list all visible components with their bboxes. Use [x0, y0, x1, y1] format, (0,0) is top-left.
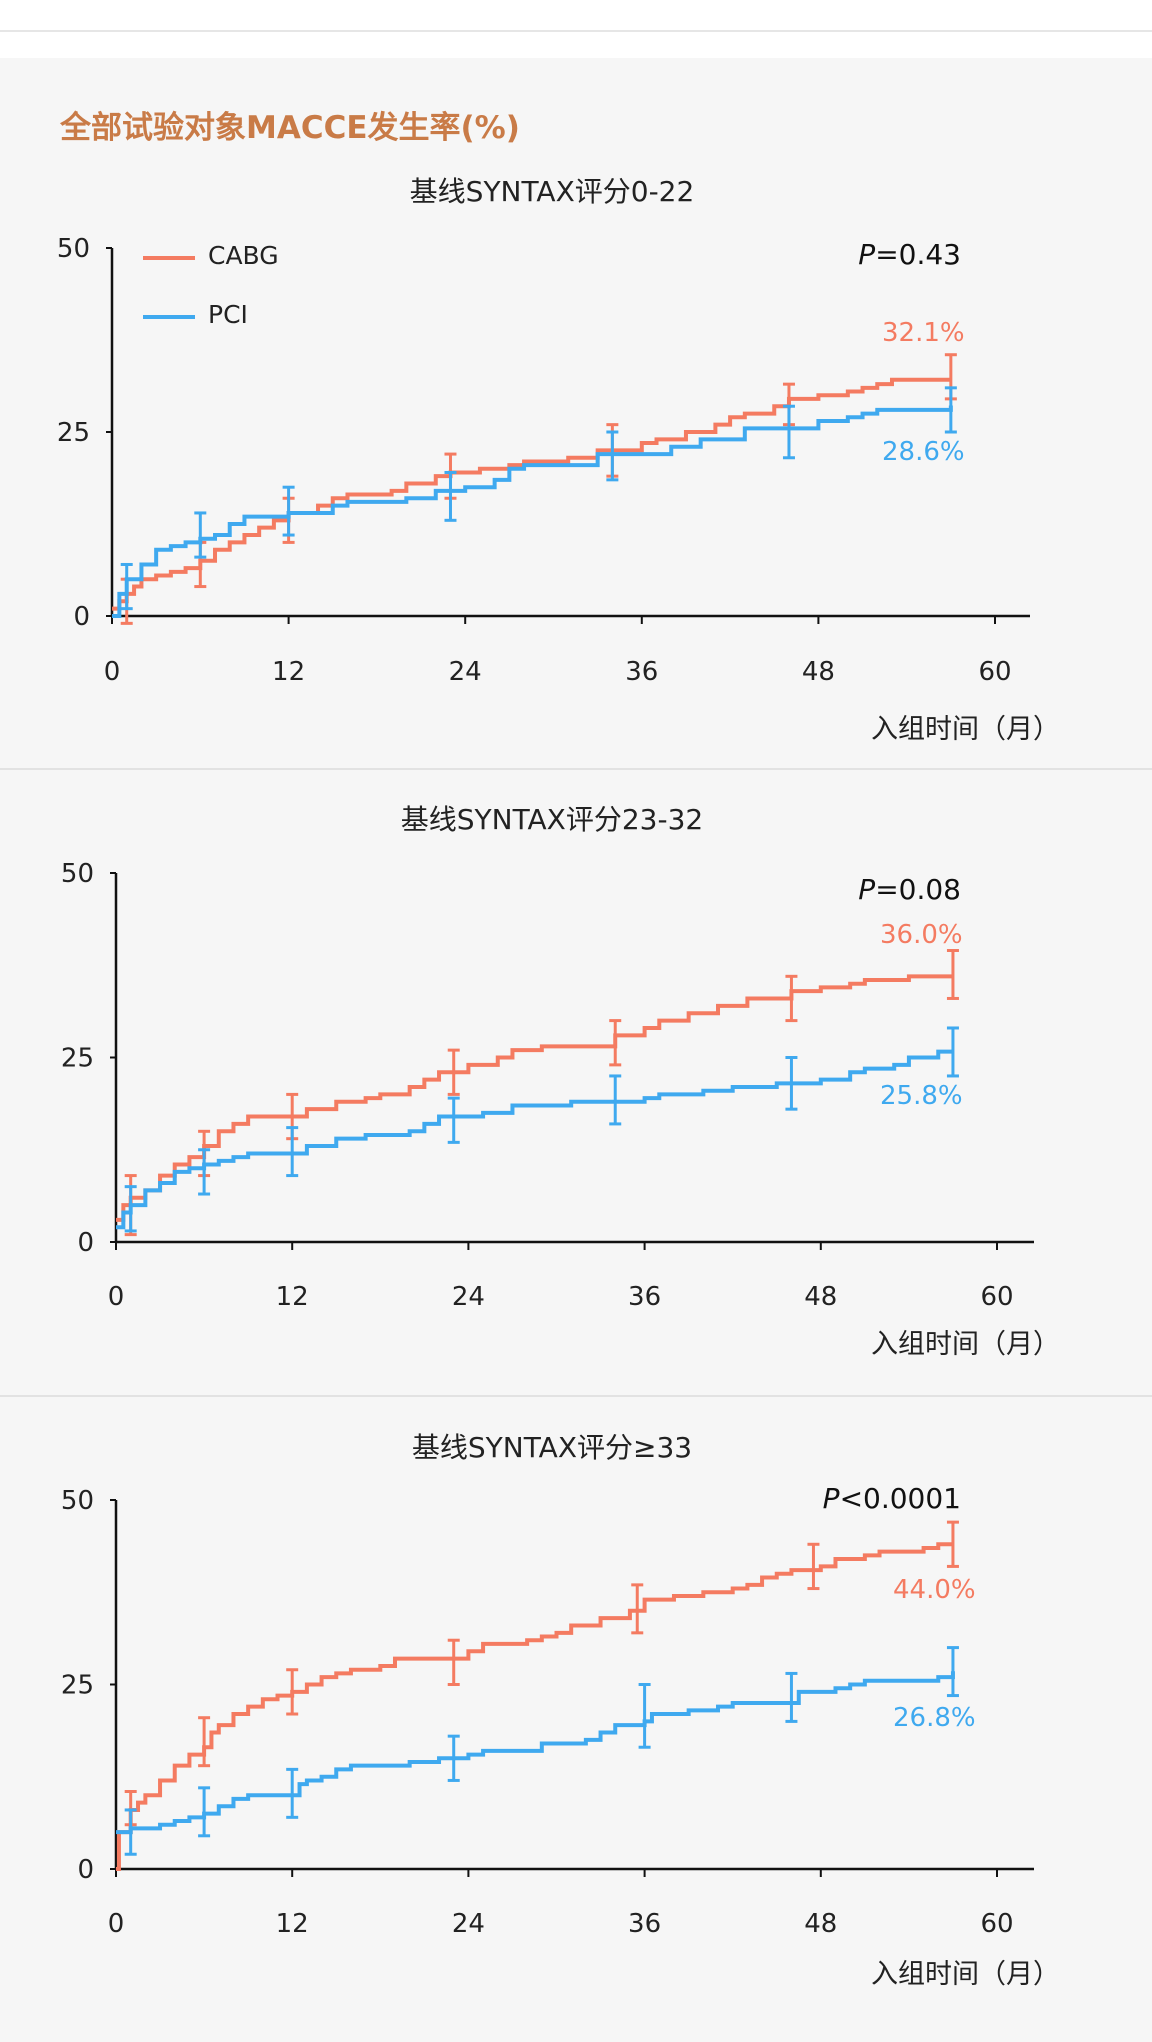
- legend-cabg-swatch: [143, 256, 195, 260]
- x-tick-label: 0: [108, 1282, 125, 1312]
- x-tick-label: 24: [452, 1909, 485, 1939]
- panel-divider: [0, 768, 1152, 770]
- pci-curve: [116, 1671, 955, 1835]
- p-symbol: P: [858, 238, 876, 271]
- chart-title: 基线SYNTAX评分0-22: [409, 175, 695, 208]
- x-tick-label: 36: [628, 1282, 661, 1312]
- legend-cabg-label: CABG: [208, 241, 279, 270]
- p-symbol: P: [858, 873, 876, 906]
- x-tick-label: 60: [980, 1909, 1013, 1939]
- pci-curve: [116, 1049, 953, 1230]
- y-tick-label: 0: [77, 1228, 94, 1258]
- y-tick-label: 25: [61, 1671, 94, 1701]
- chart-panel-1: [0, 58, 1152, 768]
- pci-end-label: 25.8%: [880, 1081, 963, 1111]
- chart-title: 基线SYNTAX评分≥33: [411, 1431, 693, 1464]
- x-tick-label: 24: [449, 657, 482, 687]
- cabg-end-label: 32.1%: [882, 318, 965, 348]
- y-tick-label: 25: [61, 1044, 94, 1074]
- x-tick-label: 0: [108, 1909, 125, 1939]
- x-tick-label: 60: [980, 1282, 1013, 1312]
- x-axis-label: 入组时间（月）: [871, 1959, 1060, 1990]
- x-tick-label: 48: [804, 1282, 837, 1312]
- cabg-end-label: 44.0%: [893, 1575, 976, 1605]
- p-value-text: =0.43: [875, 238, 961, 271]
- y-tick-label: 0: [77, 1855, 94, 1885]
- x-tick-label: 36: [625, 657, 658, 687]
- chart-title: 基线SYNTAX评分23-32: [400, 803, 704, 836]
- page-title: 全部试验对象MACCE发生率(%): [60, 110, 520, 146]
- x-axis-label: 入组时间（月）: [871, 714, 1060, 745]
- x-tick-label: 36: [628, 1909, 661, 1939]
- p-value-text: <0.0001: [839, 1482, 961, 1515]
- panel-divider: [0, 1395, 1152, 1397]
- legend-pci-label: PCI: [208, 300, 248, 329]
- x-tick-label: 48: [804, 1909, 837, 1939]
- p-value: P=0.43: [858, 238, 961, 271]
- chart-panel-3: [0, 1397, 1152, 2042]
- x-tick-label: 12: [276, 1909, 309, 1939]
- x-tick-label: 0: [104, 657, 121, 687]
- legend-pci-swatch: [143, 315, 195, 319]
- cabg-curve: [112, 377, 951, 611]
- y-tick-label: 0: [73, 602, 90, 632]
- pci-end-label: 28.6%: [882, 437, 965, 467]
- chart-panel-2: [0, 770, 1152, 1395]
- y-tick-label: 50: [61, 859, 94, 889]
- header-divider: [0, 30, 1152, 32]
- y-tick-label: 25: [57, 418, 90, 448]
- y-tick-label: 50: [57, 234, 90, 264]
- x-axis-label: 入组时间（月）: [871, 1329, 1060, 1360]
- pci-curve: [112, 405, 953, 618]
- p-symbol: P: [822, 1482, 840, 1515]
- x-tick-label: 12: [276, 1282, 309, 1312]
- p-value: P<0.0001: [823, 1482, 961, 1515]
- cabg-curve: [116, 974, 953, 1222]
- cabg-end-label: 36.0%: [880, 920, 963, 950]
- cabg-curve: [116, 1542, 953, 1871]
- x-tick-label: 60: [978, 657, 1011, 687]
- x-tick-label: 12: [272, 657, 305, 687]
- p-value-text: =0.08: [875, 873, 961, 906]
- x-tick-label: 48: [802, 657, 835, 687]
- y-tick-label: 50: [61, 1486, 94, 1516]
- p-value: P=0.08: [858, 873, 961, 906]
- pci-end-label: 26.8%: [893, 1703, 976, 1733]
- x-tick-label: 24: [452, 1282, 485, 1312]
